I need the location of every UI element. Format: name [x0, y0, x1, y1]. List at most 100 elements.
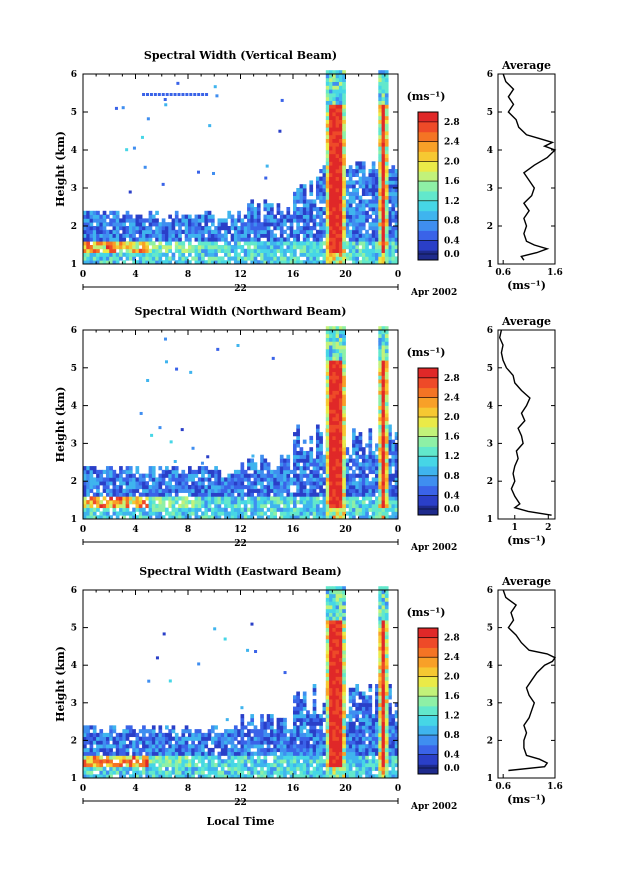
heatmap-cell	[375, 241, 379, 246]
heatmap-cell	[208, 124, 212, 128]
heatmap-cell	[319, 439, 323, 444]
heatmap-cell	[138, 507, 143, 512]
heatmap-cell	[309, 462, 314, 467]
heatmap-cell	[180, 428, 184, 432]
heatmap-cell	[342, 439, 346, 444]
heatmap-cell	[329, 146, 333, 151]
heatmap-cell	[168, 732, 172, 738]
heatmap-cell	[279, 755, 284, 760]
heatmap-cell	[256, 500, 261, 505]
heatmap-cell	[302, 248, 307, 253]
heatmap-cell	[296, 751, 300, 756]
heatmap-cell	[309, 450, 314, 456]
heatmap-cell	[394, 233, 399, 238]
heatmap-cell	[325, 93, 330, 98]
heatmap-cell	[217, 736, 222, 741]
heatmap-cell	[319, 432, 323, 437]
heatmap-cell	[381, 248, 386, 253]
heatmap-cell	[168, 755, 172, 760]
heatmap-cell	[237, 484, 241, 490]
heatmap-cell	[276, 248, 281, 253]
heatmap-cell	[384, 123, 389, 128]
heatmap-cell	[394, 511, 399, 516]
heatmap-cell	[296, 511, 300, 516]
heatmap-cell	[355, 245, 360, 250]
heatmap-cell	[391, 210, 396, 215]
heatmap-cell	[381, 488, 386, 493]
heatmap-cell	[240, 473, 245, 478]
heatmap-cell	[92, 759, 97, 764]
heatmap-cell	[329, 386, 333, 391]
heatmap-cell	[325, 127, 330, 132]
heatmap-cell	[92, 214, 97, 219]
heatmap-cell	[181, 747, 186, 753]
heatmap-cell	[194, 473, 199, 478]
heatmap-cell	[381, 503, 386, 509]
heatmap-cell	[194, 515, 199, 520]
heatmap-cell	[250, 484, 255, 490]
heatmap-cell	[368, 169, 373, 174]
heatmap-cell	[155, 492, 159, 497]
heatmap-cell	[194, 736, 199, 741]
heatmap-cell	[365, 245, 369, 250]
heatmap-cell	[102, 770, 107, 775]
heatmap-cell	[263, 721, 268, 726]
heatmap-cell	[174, 492, 179, 497]
heatmap-cell	[204, 226, 209, 231]
heatmap-cell	[312, 233, 317, 238]
heatmap-cell	[204, 484, 209, 490]
heatmap-cell	[260, 245, 264, 250]
heatmap-cell	[89, 481, 94, 486]
heatmap-cell	[247, 207, 251, 212]
heatmap-cell	[352, 210, 356, 215]
heatmap-cell	[135, 241, 140, 246]
heatmap-cell	[302, 237, 307, 242]
heatmap-cell	[296, 691, 300, 696]
heatmap-cell	[105, 762, 110, 768]
heatmap-cell	[355, 503, 360, 509]
heatmap-cell	[381, 89, 386, 94]
heatmap-cell	[161, 233, 166, 238]
heatmap-cell	[102, 484, 107, 490]
heatmap-cell	[302, 484, 307, 490]
heatmap-cell	[375, 191, 379, 196]
heatmap-cell	[174, 260, 179, 265]
heatmap-cell	[270, 203, 274, 208]
heatmap-cell	[325, 447, 330, 452]
heatmap-cell	[270, 496, 274, 501]
heatmap-cell	[128, 774, 133, 779]
heatmap-cell	[329, 176, 333, 181]
heatmap-cell	[155, 503, 159, 509]
average-line	[502, 73, 557, 261]
heatmap-cell	[384, 70, 389, 75]
heatmap-cell	[171, 725, 176, 730]
heatmap-cell	[174, 241, 179, 246]
heatmap-cell	[260, 233, 264, 238]
heatmap-cell	[142, 222, 146, 227]
heatmap-cell	[381, 176, 386, 181]
heatmap-cell	[191, 740, 195, 745]
heatmap-cell	[286, 256, 291, 261]
heatmap-cell	[263, 488, 268, 493]
heatmap-cell	[102, 252, 107, 257]
heatmap-cell	[256, 210, 261, 215]
heatmap-cell	[358, 214, 363, 219]
heatmap-cell	[342, 405, 346, 410]
heatmap-cell	[207, 233, 212, 238]
heatmap-cell	[384, 207, 389, 212]
heatmap-cell	[375, 515, 379, 520]
heatmap-cell	[375, 207, 379, 212]
heatmap-cell	[338, 77, 343, 82]
heatmap-cell	[135, 740, 140, 745]
heatmap-cell	[302, 492, 307, 497]
heatmap-cell	[270, 210, 274, 215]
heatmap-cell	[138, 252, 143, 257]
heatmap-cell	[253, 484, 258, 490]
heatmap-cell	[115, 736, 120, 741]
heatmap-cell	[355, 172, 360, 177]
heatmap-cell	[174, 233, 179, 238]
heatmap-cell	[319, 191, 323, 196]
heatmap-cell	[289, 766, 294, 771]
heatmap-cell	[168, 747, 172, 753]
heatmap-cell	[197, 488, 202, 493]
